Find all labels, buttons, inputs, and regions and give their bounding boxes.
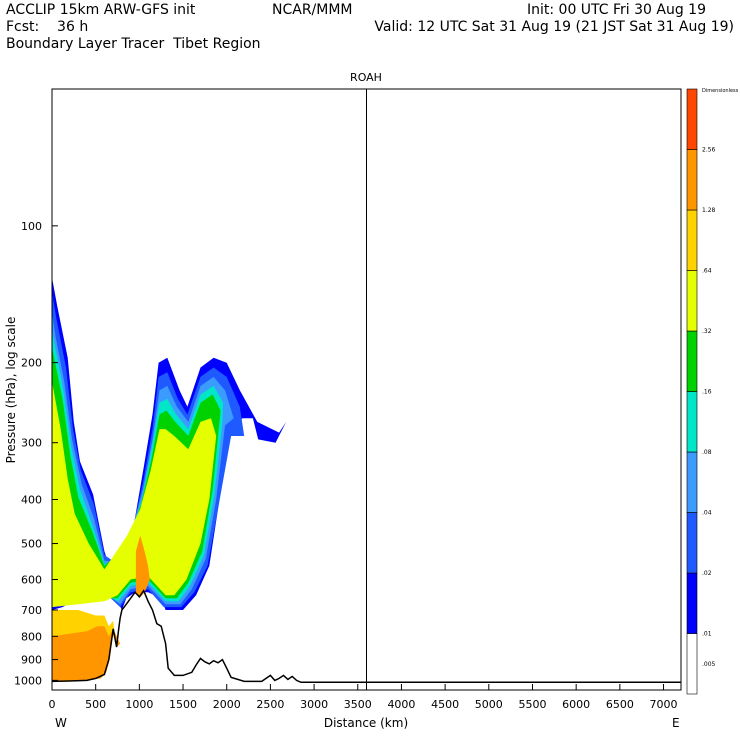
colorbar-segment	[686, 209, 698, 271]
x-tick-label: 2000	[213, 698, 241, 711]
colorbar-label: .04	[702, 510, 712, 517]
x-tick-label: 1500	[169, 698, 197, 711]
y-axis-ticks: 100 200 300 400 500 600 700 800 900 1000	[14, 220, 58, 687]
tracer-region-1.28	[135, 535, 150, 599]
y-tick-label: 600	[21, 574, 42, 587]
colorbar-segment	[686, 391, 698, 453]
y-tick-label: 100	[21, 220, 42, 233]
y-tick-label: 400	[21, 493, 42, 506]
x-axis-ticks: 0 500 1000 1500 2000 2500 3000 3500 4000 4500 5000…	[49, 684, 678, 711]
colorbar-segment	[686, 330, 698, 392]
x-tick-label: 6000	[562, 698, 590, 711]
colorbar-label: .01	[702, 631, 712, 638]
x-tick-label: 6500	[606, 698, 634, 711]
colorbar-label: .08	[702, 449, 712, 456]
header-model-title: ACCLIP 15km ARW-GFS init	[6, 2, 196, 18]
tracer-region-.32	[52, 381, 217, 608]
x-tick-label: 4000	[387, 698, 415, 711]
x-axis-left-end-label: W	[55, 716, 67, 730]
colorbar-segment	[686, 512, 698, 574]
colorbar-label: .02	[702, 570, 712, 577]
plot-frame	[51, 88, 682, 691]
y-axis-label: Pressure (hPa), log scale	[4, 317, 18, 464]
header-forecast-hour: Fcst: 36 h	[6, 19, 89, 35]
y-tick-label: 500	[21, 538, 42, 551]
x-tick-label: 0	[49, 698, 56, 711]
terrain-profile	[51, 589, 681, 684]
colorbar-label: .64	[702, 268, 712, 275]
colorbar-label: .32	[702, 328, 712, 335]
x-tick-label: 3000	[300, 698, 328, 711]
x-tick-label: 1000	[125, 698, 153, 711]
y-tick-label: 700	[21, 604, 42, 617]
colorbar-segment	[686, 270, 698, 332]
x-tick-label: 3500	[344, 698, 372, 711]
x-tick-label: 2500	[256, 698, 284, 711]
colorbar-segment	[686, 149, 698, 211]
colorbar-segment	[686, 633, 698, 695]
tracer-contours	[52, 277, 287, 682]
terrain-line	[51, 589, 681, 684]
header-valid-time: Valid: 12 UTC Sat 31 Aug 19 (21 JST Sat …	[374, 19, 734, 35]
colorbar-segment	[686, 88, 698, 150]
colorbar-label: 2.56	[702, 147, 716, 154]
header-init-time: Init: 00 UTC Fri 30 Aug 19	[526, 2, 706, 18]
y-tick-label: 300	[21, 437, 42, 450]
x-tick-label: 5000	[475, 698, 503, 711]
x-tick-label: 5500	[518, 698, 546, 711]
colorbar: .005 .01 .02 .04 .08 .16 .32 .64 1.28 2.56 Dimensi…	[686, 88, 739, 695]
x-axis-label: Distance (km)	[324, 716, 408, 730]
y-tick-label: 200	[21, 357, 42, 370]
header-organization: NCAR/MMM	[272, 2, 353, 18]
colorbar-label: .005	[702, 661, 716, 668]
header-field-name: Boundary Layer Tracer Tibet Region	[6, 36, 261, 52]
tracer-region-1.28	[52, 626, 121, 682]
colorbar-label: 1.28	[702, 207, 716, 214]
colorbar-label: .16	[702, 389, 712, 396]
chart-title: ROAH	[350, 71, 382, 84]
x-tick-label: 4500	[431, 698, 459, 711]
colorbar-segment	[686, 572, 698, 634]
y-tick-label: 800	[21, 630, 42, 643]
y-tick-label: 1000	[14, 674, 42, 687]
x-tick-label: 7000	[650, 698, 678, 711]
y-tick-label: 900	[21, 654, 42, 667]
x-axis-right-end-label: E	[672, 716, 680, 730]
colorbar-segment	[686, 451, 698, 513]
colorbar-title: Dimensionless	[702, 88, 739, 94]
x-tick-label: 500	[85, 698, 106, 711]
